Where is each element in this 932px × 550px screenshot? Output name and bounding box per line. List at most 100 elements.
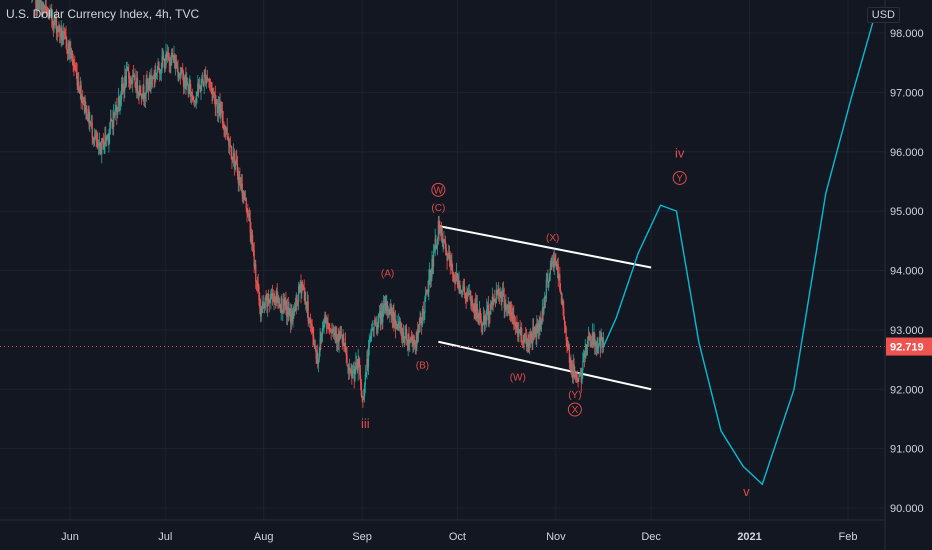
candle-body xyxy=(84,97,86,113)
price-axis[interactable] xyxy=(885,0,932,550)
candle-body xyxy=(351,371,353,379)
candle-body xyxy=(87,108,89,121)
candle-body xyxy=(297,300,299,302)
candle-body xyxy=(334,329,336,336)
candle-body xyxy=(397,324,399,329)
candle-body xyxy=(468,292,470,294)
candle-body xyxy=(305,302,307,305)
candle-body xyxy=(575,374,577,376)
candle-body xyxy=(131,81,133,84)
candle-body xyxy=(380,311,382,323)
candle-body xyxy=(311,324,313,329)
candle-body xyxy=(458,281,460,289)
candle-body xyxy=(94,137,96,141)
candle-body xyxy=(141,97,143,99)
candle-body xyxy=(346,355,348,366)
candle-body xyxy=(475,303,477,319)
candle-body xyxy=(124,75,126,91)
candle-body xyxy=(119,99,121,105)
candle-body xyxy=(36,0,38,10)
candle-body xyxy=(101,138,103,155)
candle-body xyxy=(275,296,277,303)
candle-body xyxy=(128,78,131,84)
candle-body xyxy=(520,328,522,334)
candle-body xyxy=(402,332,405,338)
candle-body xyxy=(116,107,118,115)
candle-body xyxy=(250,232,252,244)
candle-body xyxy=(562,299,564,309)
candle-body xyxy=(165,53,167,65)
candle-body xyxy=(122,86,124,89)
candle-body xyxy=(523,334,525,344)
candle-body xyxy=(253,249,255,267)
wave-label: X xyxy=(572,405,579,416)
candle-body xyxy=(571,366,573,370)
candle-body xyxy=(405,329,407,337)
candle-body xyxy=(530,331,532,342)
candle-body xyxy=(585,344,587,350)
price-tick-label: 96.000 xyxy=(890,147,924,159)
wave-label: v xyxy=(743,484,750,499)
candle-body xyxy=(547,278,549,288)
candle-body xyxy=(368,340,370,348)
candle-body xyxy=(151,77,153,82)
candle-body xyxy=(423,313,425,315)
candle-body xyxy=(336,338,339,343)
candle-body xyxy=(400,327,402,329)
candle-body xyxy=(483,316,486,324)
candle-body xyxy=(212,91,214,95)
candle-body xyxy=(222,121,224,124)
candle-body xyxy=(46,9,48,13)
candle-body xyxy=(121,84,123,99)
candle-body xyxy=(164,64,166,69)
candle-body xyxy=(94,135,97,138)
candle-body xyxy=(448,252,450,254)
candle-body xyxy=(502,290,504,292)
candle-body xyxy=(174,55,176,69)
candle-body xyxy=(305,302,308,309)
candle-body xyxy=(328,323,330,329)
candle-body xyxy=(66,39,68,51)
candle-body xyxy=(147,82,150,90)
time-tick-label: Jul xyxy=(158,531,172,543)
candle-body xyxy=(301,282,303,294)
candle-body xyxy=(167,52,170,57)
time-tick-label: Dec xyxy=(641,531,661,543)
candle-body xyxy=(285,300,287,307)
candle-body xyxy=(444,239,446,242)
candle-body xyxy=(163,58,166,69)
candle-body xyxy=(545,280,547,299)
candle-body xyxy=(236,159,238,164)
candle-body xyxy=(416,331,418,348)
candle-body xyxy=(517,327,519,337)
candle-body xyxy=(448,252,451,260)
candle-body xyxy=(546,278,548,281)
candle-body xyxy=(294,309,296,312)
candle-body xyxy=(421,319,423,325)
candle-body xyxy=(575,374,578,380)
candle-body xyxy=(101,138,104,140)
candle-body xyxy=(521,328,523,343)
candle-body xyxy=(376,325,378,330)
candle-body xyxy=(348,369,351,371)
candle-body xyxy=(313,344,316,349)
candle-body xyxy=(289,309,291,312)
candle-body xyxy=(107,134,109,143)
candle-body xyxy=(459,290,462,293)
time-axis[interactable] xyxy=(0,520,932,550)
candle-body xyxy=(344,342,347,351)
candle-body xyxy=(374,323,376,325)
channel-lower-line xyxy=(438,340,652,391)
candle-body xyxy=(205,77,208,84)
candle-body xyxy=(302,285,304,290)
candle-body xyxy=(135,86,137,92)
candle-body xyxy=(445,248,447,254)
last-price-badge: 92.719 xyxy=(886,337,932,356)
candle-body xyxy=(583,354,585,361)
candle-body xyxy=(565,328,567,341)
currency-button[interactable]: USD xyxy=(866,7,900,23)
candle-body xyxy=(321,334,323,342)
candle-body xyxy=(263,304,266,309)
candle-body xyxy=(497,289,499,294)
